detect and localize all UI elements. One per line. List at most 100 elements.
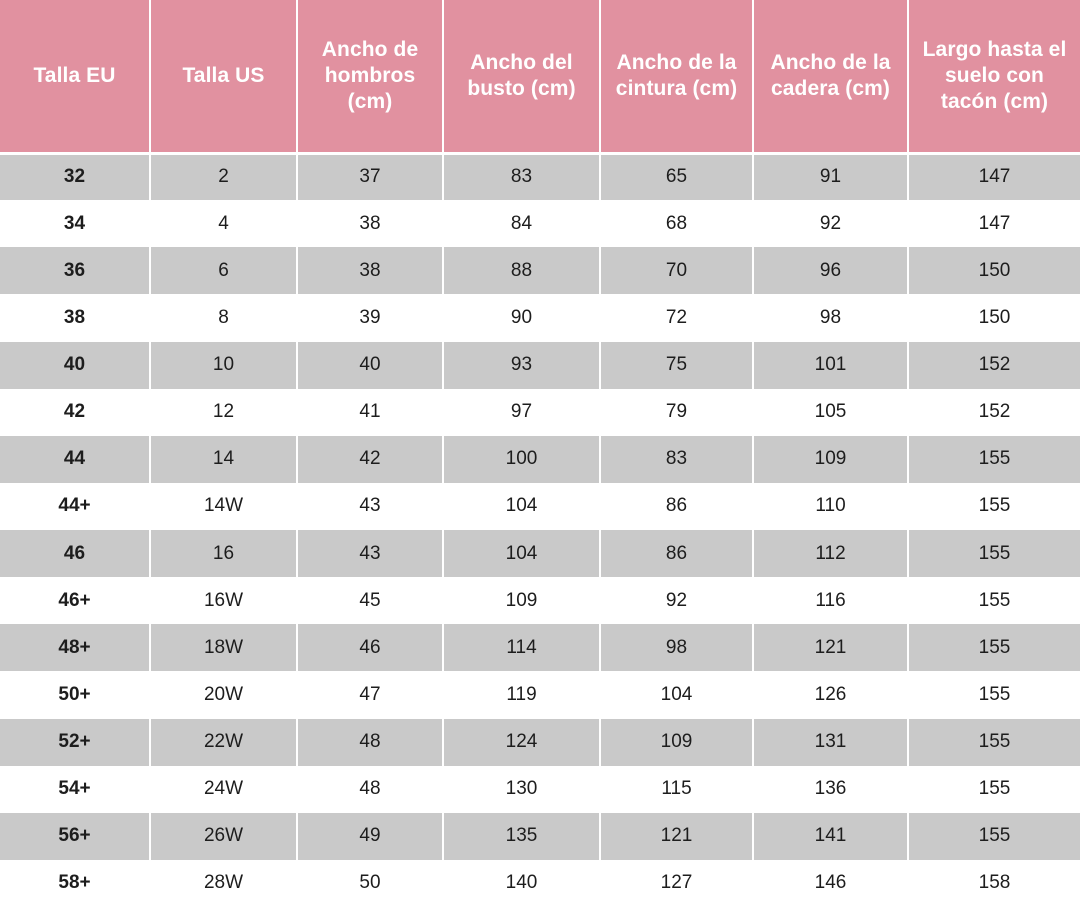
table-row: 54+ 24W 48 130 115 136 155 [0, 765, 1080, 813]
table-cell: 115 [599, 765, 754, 813]
table-row: 46+ 16W 45 109 92 116 155 [0, 577, 1080, 625]
table-cell: 155 [907, 530, 1080, 578]
table-cell: 127 [599, 859, 754, 907]
table-row: 58+ 28W 50 140 127 146 158 [0, 859, 1080, 907]
table-cell: 16W [149, 577, 298, 625]
table-row: 32 2 37 83 65 91 147 [0, 153, 1080, 201]
table-cell: 155 [907, 718, 1080, 766]
table-cell: 44+ [0, 482, 151, 530]
table-cell: 54+ [0, 765, 151, 813]
table-cell: 109 [442, 577, 601, 625]
table-row: 52+ 22W 48 124 109 131 155 [0, 718, 1080, 766]
column-header-talla-us: Talla US [149, 0, 298, 155]
header-row: Talla EU Talla US Ancho de hombros (cm) … [0, 0, 1080, 155]
table-cell: 24W [149, 765, 298, 813]
column-header-ancho-cintura: Ancho de la cintura (cm) [599, 0, 754, 155]
table-cell: 47 [296, 671, 444, 719]
table-row: 40 10 40 93 75 101 152 [0, 341, 1080, 389]
table-cell: 155 [907, 671, 1080, 719]
table-cell: 147 [907, 200, 1080, 248]
table-cell: 68 [599, 200, 754, 248]
table-cell: 86 [599, 482, 754, 530]
table-cell: 6 [149, 247, 298, 295]
table-cell: 38 [0, 294, 151, 342]
table-cell: 10 [149, 341, 298, 389]
table-cell: 124 [442, 718, 601, 766]
table-cell: 150 [907, 294, 1080, 342]
table-cell: 48 [296, 765, 444, 813]
table-cell: 2 [149, 153, 298, 201]
table-row: 44 14 42 100 83 109 155 [0, 435, 1080, 483]
table-row: 36 6 38 88 70 96 150 [0, 247, 1080, 295]
table-cell: 126 [752, 671, 909, 719]
table-cell: 88 [442, 247, 601, 295]
table-cell: 131 [752, 718, 909, 766]
table-cell: 79 [599, 388, 754, 436]
table-cell: 46 [296, 624, 444, 672]
table-cell: 93 [442, 341, 601, 389]
table-body: 32 2 37 83 65 91 147 34 4 38 84 68 92 147 36 6 38 88 70 96 1… [0, 153, 1080, 907]
table-cell: 65 [599, 153, 754, 201]
table-cell: 49 [296, 812, 444, 860]
table-cell: 43 [296, 530, 444, 578]
table-cell: 39 [296, 294, 444, 342]
table-cell: 40 [0, 341, 151, 389]
table-row: 44+ 14W 43 104 86 110 155 [0, 482, 1080, 530]
table-cell: 8 [149, 294, 298, 342]
table-cell: 83 [442, 153, 601, 201]
table-cell: 140 [442, 859, 601, 907]
table-cell: 109 [752, 435, 909, 483]
table-cell: 101 [752, 341, 909, 389]
table-cell: 155 [907, 624, 1080, 672]
table-cell: 152 [907, 341, 1080, 389]
table-cell: 37 [296, 153, 444, 201]
table-row: 46 16 43 104 86 112 155 [0, 530, 1080, 578]
table-cell: 34 [0, 200, 151, 248]
table-cell: 114 [442, 624, 601, 672]
table-cell: 26W [149, 812, 298, 860]
table-cell: 155 [907, 577, 1080, 625]
table-cell: 42 [296, 435, 444, 483]
table-cell: 84 [442, 200, 601, 248]
column-header-ancho-cadera: Ancho de la cadera (cm) [752, 0, 909, 155]
table-cell: 43 [296, 482, 444, 530]
table-cell: 98 [599, 624, 754, 672]
table-cell: 150 [907, 247, 1080, 295]
table-cell: 155 [907, 765, 1080, 813]
table-cell: 147 [907, 153, 1080, 201]
table-cell: 90 [442, 294, 601, 342]
table-cell: 121 [599, 812, 754, 860]
table-cell: 41 [296, 388, 444, 436]
table-cell: 86 [599, 530, 754, 578]
table-cell: 58+ [0, 859, 151, 907]
table-cell: 70 [599, 247, 754, 295]
table-cell: 75 [599, 341, 754, 389]
table-cell: 50 [296, 859, 444, 907]
table-row: 56+ 26W 49 135 121 141 155 [0, 812, 1080, 860]
table-cell: 104 [599, 671, 754, 719]
table-cell: 42 [0, 388, 151, 436]
column-header-ancho-hombros: Ancho de hombros (cm) [296, 0, 444, 155]
table-cell: 22W [149, 718, 298, 766]
table-header: Talla EU Talla US Ancho de hombros (cm) … [0, 0, 1080, 155]
table-cell: 40 [296, 341, 444, 389]
column-header-largo-suelo: Largo hasta el suelo con tacón (cm) [907, 0, 1080, 155]
table-cell: 38 [296, 200, 444, 248]
table-cell: 104 [442, 530, 601, 578]
table-cell: 91 [752, 153, 909, 201]
table-cell: 105 [752, 388, 909, 436]
table-cell: 12 [149, 388, 298, 436]
table-row: 50+ 20W 47 119 104 126 155 [0, 671, 1080, 719]
table-cell: 48+ [0, 624, 151, 672]
table-cell: 46 [0, 530, 151, 578]
table-cell: 136 [752, 765, 909, 813]
table-cell: 72 [599, 294, 754, 342]
table-cell: 135 [442, 812, 601, 860]
table-cell: 146 [752, 859, 909, 907]
table-cell: 38 [296, 247, 444, 295]
table-row: 38 8 39 90 72 98 150 [0, 294, 1080, 342]
table-cell: 45 [296, 577, 444, 625]
table-cell: 112 [752, 530, 909, 578]
table-cell: 36 [0, 247, 151, 295]
